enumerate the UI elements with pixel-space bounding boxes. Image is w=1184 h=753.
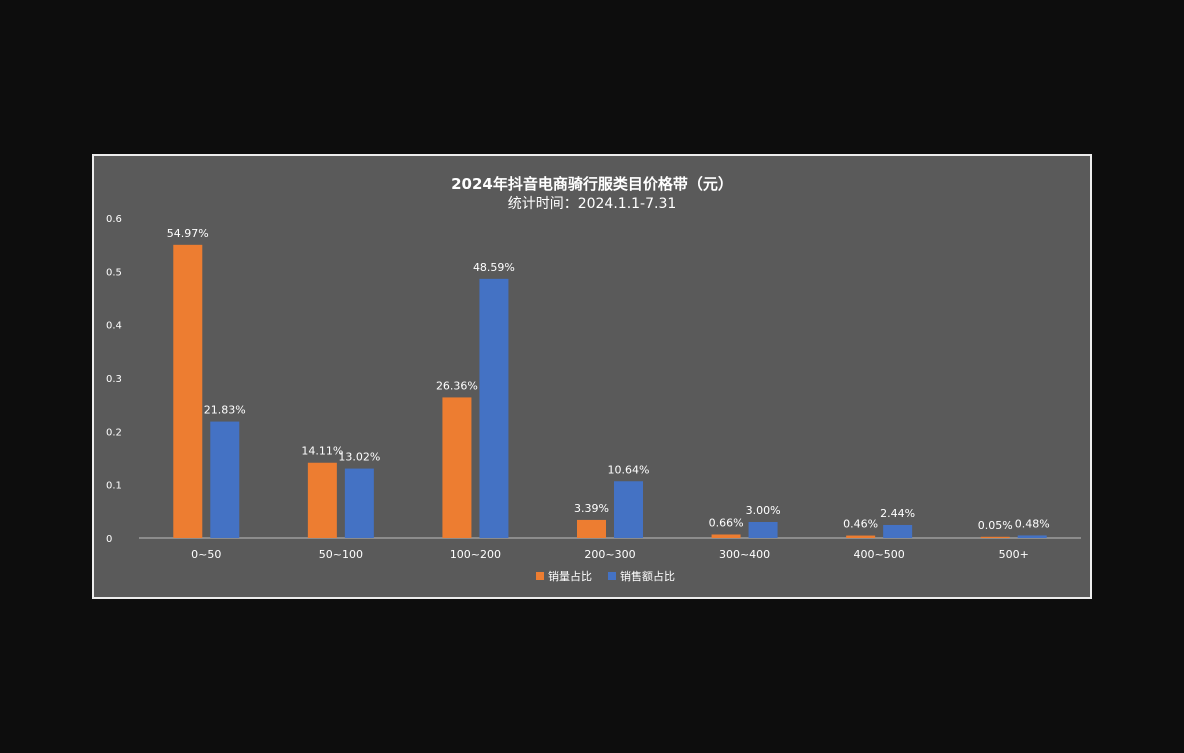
bar-sales-volume xyxy=(442,397,472,538)
bar-sales-amount xyxy=(344,468,374,538)
data-label: 3.00% xyxy=(746,504,781,517)
legend-swatch xyxy=(608,572,616,580)
data-label: 0.05% xyxy=(978,519,1013,532)
bar-sales-volume xyxy=(711,534,741,538)
y-tick-label: 0.3 xyxy=(106,374,122,385)
y-tick-label: 0.4 xyxy=(106,321,122,332)
data-label: 0.46% xyxy=(843,518,878,531)
bar-sales-amount xyxy=(883,524,913,538)
data-label: 13.02% xyxy=(338,451,380,464)
x-tick-label: 100~200 xyxy=(450,548,501,561)
bar-sales-amount xyxy=(614,481,643,538)
y-tick-label: 0 xyxy=(106,534,112,545)
data-label: 48.59% xyxy=(473,261,515,274)
y-tick-label: 0.1 xyxy=(106,481,122,492)
legend-label: 销量占比 xyxy=(548,569,592,583)
plot-area: 0 0.1 0.2 0.3 0.4 0.5 0.6 54.97% 21.83% 0~50 14.11… xyxy=(106,214,1081,561)
bar-sales-volume xyxy=(980,536,1010,538)
bar-sales-volume xyxy=(577,519,606,538)
legend-swatch xyxy=(536,572,544,580)
data-label: 0.66% xyxy=(709,516,744,529)
chart-subtitle: 统计时间：2024.1.1-7.31 xyxy=(508,196,677,212)
chart-frame: 2024年抖音电商骑行服类目价格带（元） 统计时间：2024.1.1-7.31 … xyxy=(92,154,1092,599)
bar-chart: 2024年抖音电商骑行服类目价格带（元） 统计时间：2024.1.1-7.31 … xyxy=(106,175,1081,583)
data-label: 14.11% xyxy=(301,445,343,458)
bar-sales-volume xyxy=(173,244,203,538)
x-tick-label: 400~500 xyxy=(854,548,905,561)
data-label: 26.36% xyxy=(436,379,478,392)
bar-sales-volume xyxy=(307,462,337,538)
data-label: 21.83% xyxy=(204,404,246,417)
data-label: 2.44% xyxy=(880,507,915,520)
bar-sales-amount xyxy=(1017,535,1047,538)
x-tick-label: 50~100 xyxy=(319,548,363,561)
bar-sales-volume xyxy=(846,535,876,538)
x-tick-label: 500+ xyxy=(999,548,1029,561)
y-tick-label: 0.5 xyxy=(106,267,122,278)
bar-sales-amount xyxy=(210,421,240,538)
x-tick-label: 0~50 xyxy=(191,548,221,561)
chart-title: 2024年抖音电商骑行服类目价格带（元） xyxy=(451,175,733,193)
legend: 销量占比 销售额占比 xyxy=(536,569,675,583)
bar-sales-amount xyxy=(748,522,778,538)
data-label: 3.39% xyxy=(574,502,609,515)
legend-label: 销售额占比 xyxy=(620,569,675,583)
data-label: 54.97% xyxy=(167,227,209,240)
bar-sales-amount xyxy=(479,278,509,538)
data-label: 0.48% xyxy=(1015,517,1050,530)
x-tick-label: 300~400 xyxy=(719,548,770,561)
data-label: 10.64% xyxy=(608,463,650,476)
y-tick-label: 0.6 xyxy=(106,214,122,225)
x-tick-label: 200~300 xyxy=(584,548,635,561)
y-tick-label: 0.2 xyxy=(106,427,122,438)
